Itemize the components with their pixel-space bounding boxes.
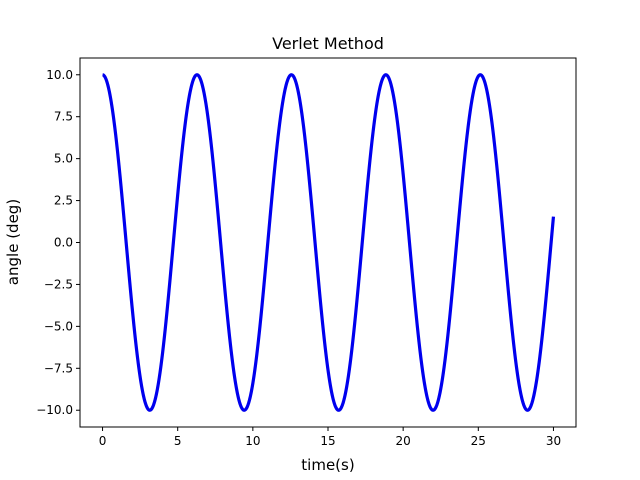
x-tick-label: 30 xyxy=(546,434,561,448)
y-tick-label: 7.5 xyxy=(54,110,73,124)
x-axis-label: time(s) xyxy=(301,456,354,474)
x-tick-label: 0 xyxy=(99,434,107,448)
x-tick-label: 5 xyxy=(174,434,182,448)
chart-title: Verlet Method xyxy=(272,34,384,53)
y-tick-label: −7.5 xyxy=(44,361,73,375)
x-tick-label: 10 xyxy=(245,434,260,448)
x-tick-label: 25 xyxy=(471,434,486,448)
y-tick-label: 5.0 xyxy=(54,152,73,166)
y-tick-label: −5.0 xyxy=(44,319,73,333)
y-tick-label: −10.0 xyxy=(36,403,73,417)
x-tick-label: 20 xyxy=(396,434,411,448)
plot-area xyxy=(101,73,556,412)
y-tick-label: 2.5 xyxy=(54,194,73,208)
y-tick-label: 10.0 xyxy=(46,68,73,82)
x-tick-label: 15 xyxy=(320,434,335,448)
axes-frame xyxy=(79,57,577,428)
series-line xyxy=(101,73,556,412)
y-tick-label: −2.5 xyxy=(44,277,73,291)
axis-ticks: 0 5 10 15 20 25 30 10.0 7.5 5.0 2.5 0.0 −2.5 −5.0 −7.5… xyxy=(36,68,561,448)
y-axis-label: angle (deg) xyxy=(4,199,22,285)
y-tick-label: 0.0 xyxy=(54,236,73,250)
